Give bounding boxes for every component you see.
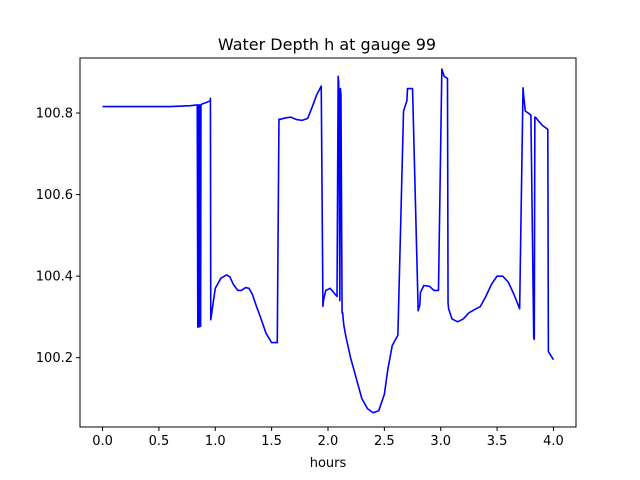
plot-frame <box>79 57 577 428</box>
y-tick-label: 100.8 <box>36 107 73 122</box>
x-tick-label: 0.0 <box>92 434 113 449</box>
chart-title: Water Depth h at gauge 99 <box>218 35 436 54</box>
plot-series <box>102 68 555 414</box>
y-tick-label: 100.4 <box>36 270 73 285</box>
x-tick-label: 3.5 <box>487 434 508 449</box>
x-tick-label: 4.0 <box>543 434 564 449</box>
x-tick-label: 0.5 <box>149 434 170 449</box>
x-axis: 0.0 0.5 1.0 1.5 2.0 2.5 3.0 3.5 4.0 <box>92 427 564 449</box>
x-axis-label: hours <box>310 456 347 471</box>
x-tick-label: 2.5 <box>374 434 395 449</box>
x-tick-label: 1.5 <box>261 434 282 449</box>
x-tick-label: 3.0 <box>430 434 451 449</box>
x-tick-label: 2.0 <box>318 434 339 449</box>
series-line-1 <box>102 68 555 414</box>
x-tick-label: 1.0 <box>205 434 226 449</box>
y-tick-label: 100.6 <box>36 188 73 203</box>
y-axis: 100.2 100.4 100.6 100.8 <box>36 107 80 366</box>
y-tick-label: 100.2 <box>36 351 73 366</box>
